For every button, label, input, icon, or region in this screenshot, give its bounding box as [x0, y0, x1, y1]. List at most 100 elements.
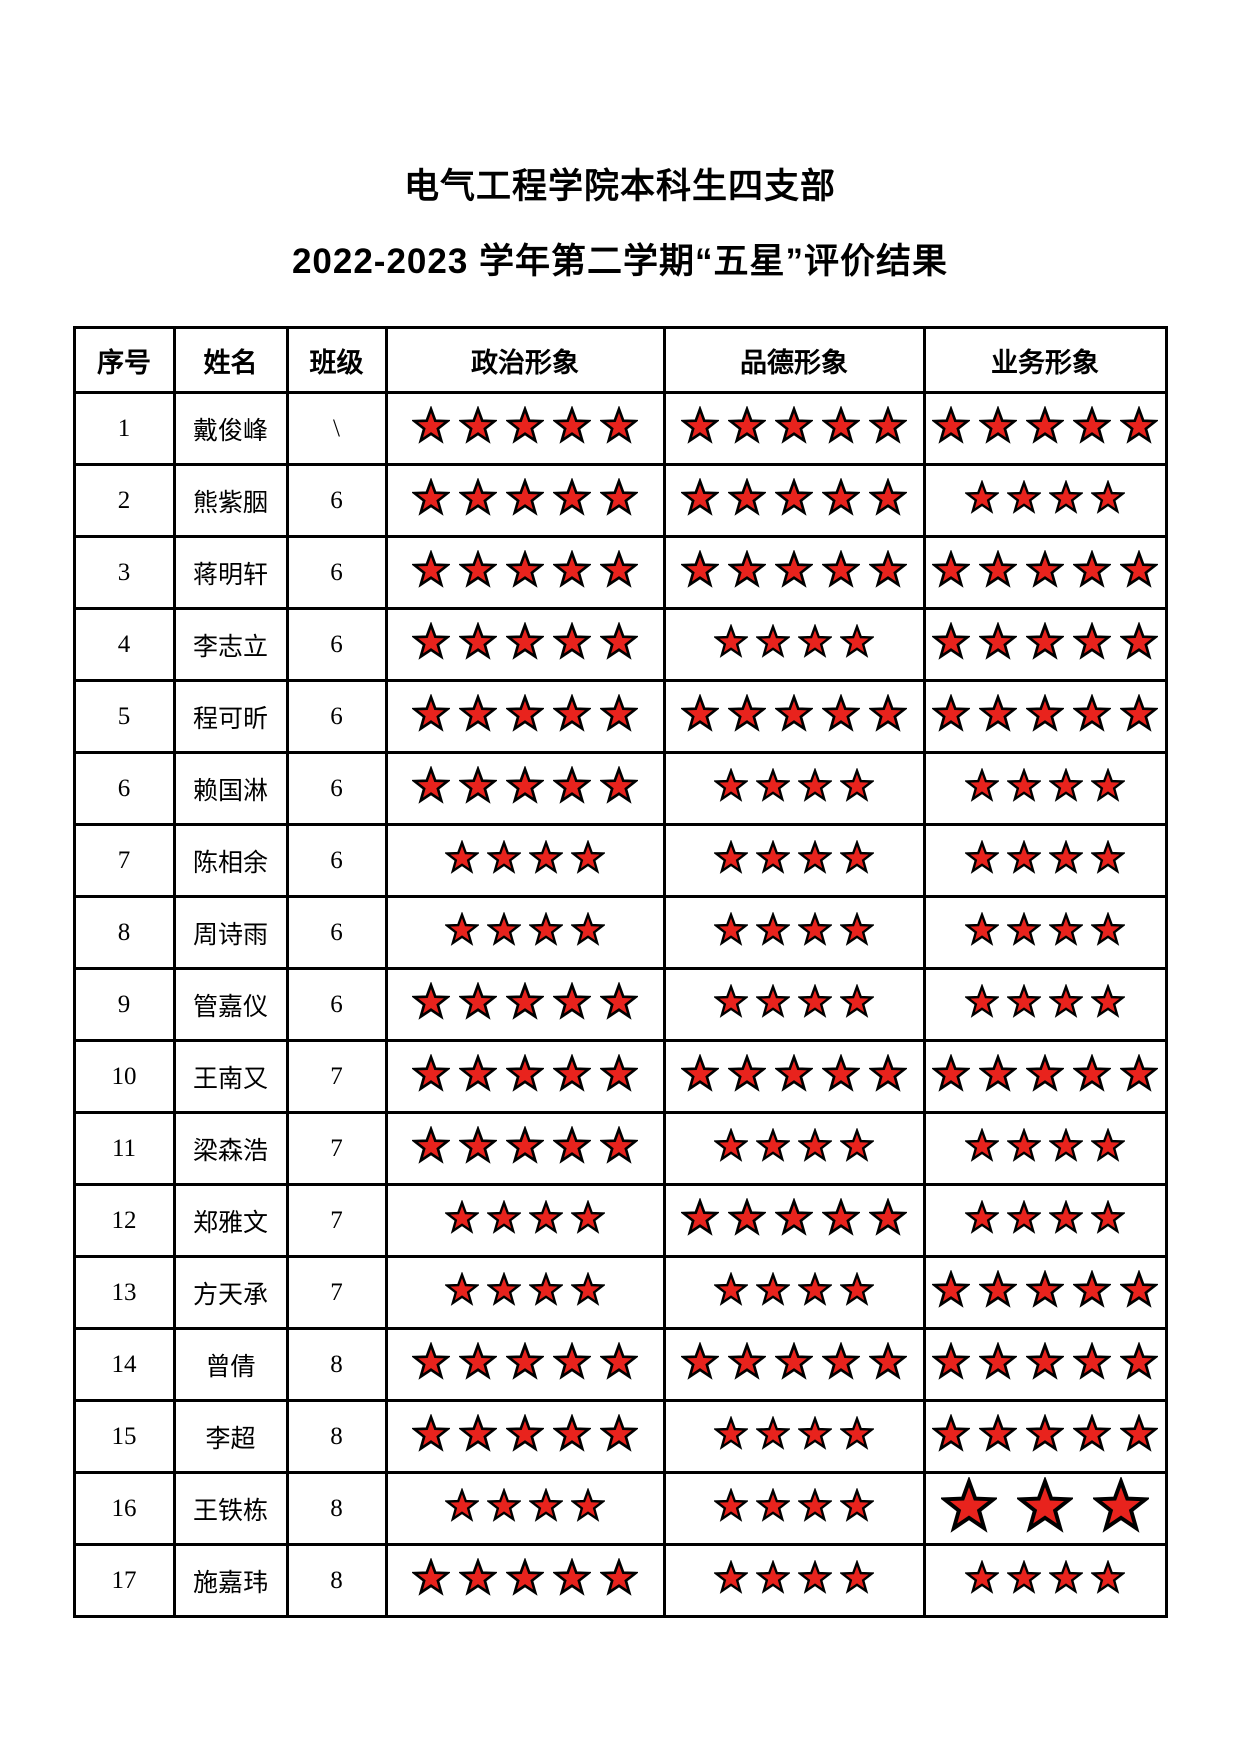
star-icon: [822, 694, 860, 732]
star-icon: [553, 1342, 591, 1380]
star-rating: [965, 1128, 1125, 1162]
star-icon: [979, 1342, 1017, 1380]
cell-business-stars: [922, 1399, 1168, 1474]
star-icon: [445, 1272, 479, 1306]
star-icon: [714, 1128, 748, 1162]
star-icon: [445, 1488, 479, 1522]
star-icon: [775, 550, 813, 588]
star-icon: [840, 768, 874, 802]
star-rating: [932, 694, 1158, 732]
column-header-name: 姓名: [172, 326, 289, 394]
star-rating: [681, 694, 907, 732]
star-icon: [728, 1054, 766, 1092]
star-rating: [965, 768, 1125, 802]
cell-class: 6: [285, 895, 388, 970]
star-icon: [775, 694, 813, 732]
star-icon: [600, 1054, 638, 1092]
star-icon: [932, 406, 970, 444]
star-icon: [714, 1272, 748, 1306]
star-icon: [1091, 912, 1125, 946]
star-icon: [553, 406, 591, 444]
cell-name: 梁森浩: [172, 1111, 289, 1186]
page-title: 电气工程学院本科生四支部: [403, 167, 836, 206]
star-icon: [932, 622, 970, 660]
star-icon: [869, 1198, 907, 1236]
star-icon: [506, 982, 544, 1020]
star-icon: [571, 840, 605, 874]
star-icon: [714, 1488, 748, 1522]
cell-name: 方天承: [172, 1255, 289, 1330]
cell-name: 王南又: [172, 1039, 289, 1114]
star-icon: [459, 478, 497, 516]
star-icon: [798, 984, 832, 1018]
star-icon: [1007, 480, 1041, 514]
cell-political-stars: [384, 607, 666, 682]
star-icon: [487, 912, 521, 946]
cell-moral-stars: [662, 895, 926, 970]
star-icon: [965, 1200, 999, 1234]
star-icon: [506, 1054, 544, 1092]
star-icon: [1120, 1054, 1158, 1092]
star-icon: [412, 982, 450, 1020]
star-icon: [445, 1200, 479, 1234]
cell-class: 7: [285, 1255, 388, 1330]
star-icon: [412, 766, 450, 804]
star-icon: [965, 912, 999, 946]
star-rating: [965, 840, 1125, 874]
star-icon: [553, 1558, 591, 1596]
star-icon: [775, 1198, 813, 1236]
star-icon: [979, 406, 1017, 444]
star-icon: [1073, 1414, 1111, 1452]
cell-business-stars: [922, 967, 1168, 1042]
star-rating: [412, 982, 638, 1020]
star-icon: [932, 694, 970, 732]
cell-moral-stars: [662, 1471, 926, 1546]
star-icon: [1026, 1342, 1064, 1380]
star-icon: [869, 406, 907, 444]
star-icon: [756, 1560, 790, 1594]
star-icon: [1091, 768, 1125, 802]
star-icon: [798, 912, 832, 946]
star-icon: [600, 1414, 638, 1452]
star-icon: [728, 1342, 766, 1380]
star-rating: [412, 694, 638, 732]
cell-class: 8: [285, 1471, 388, 1546]
star-rating: [932, 1270, 1158, 1308]
star-icon: [822, 1342, 860, 1380]
cell-moral-stars: [662, 463, 926, 538]
cell-business-stars: [922, 463, 1168, 538]
star-icon: [1049, 1200, 1083, 1234]
cell-political-stars: [384, 1327, 666, 1402]
star-icon: [714, 1560, 748, 1594]
star-icon: [775, 406, 813, 444]
table-row: 7 陈相余 6: [72, 823, 1168, 898]
star-rating: [965, 912, 1125, 946]
star-icon: [822, 1198, 860, 1236]
star-rating: [932, 406, 1158, 444]
star-rating: [412, 1558, 638, 1596]
star-icon: [1049, 1128, 1083, 1162]
star-icon: [756, 624, 790, 658]
cell-moral-stars: [662, 751, 926, 826]
cell-no: 8: [72, 895, 176, 970]
star-icon: [756, 984, 790, 1018]
cell-moral-stars: [662, 607, 926, 682]
star-icon: [681, 1054, 719, 1092]
star-icon: [775, 478, 813, 516]
star-rating: [714, 1488, 874, 1522]
star-icon: [487, 1200, 521, 1234]
column-header-class: 班级: [285, 326, 388, 394]
cell-moral-stars: [662, 967, 926, 1042]
star-icon: [965, 768, 999, 802]
cell-business-stars: [922, 535, 1168, 610]
cell-class: 7: [285, 1039, 388, 1114]
star-icon: [932, 1414, 970, 1452]
cell-class: 8: [285, 1399, 388, 1474]
star-rating: [965, 1560, 1125, 1594]
star-icon: [840, 840, 874, 874]
star-icon: [798, 1560, 832, 1594]
cell-class: 8: [285, 1543, 388, 1618]
star-rating: [681, 1198, 907, 1236]
star-icon: [506, 1126, 544, 1164]
star-icon: [553, 694, 591, 732]
